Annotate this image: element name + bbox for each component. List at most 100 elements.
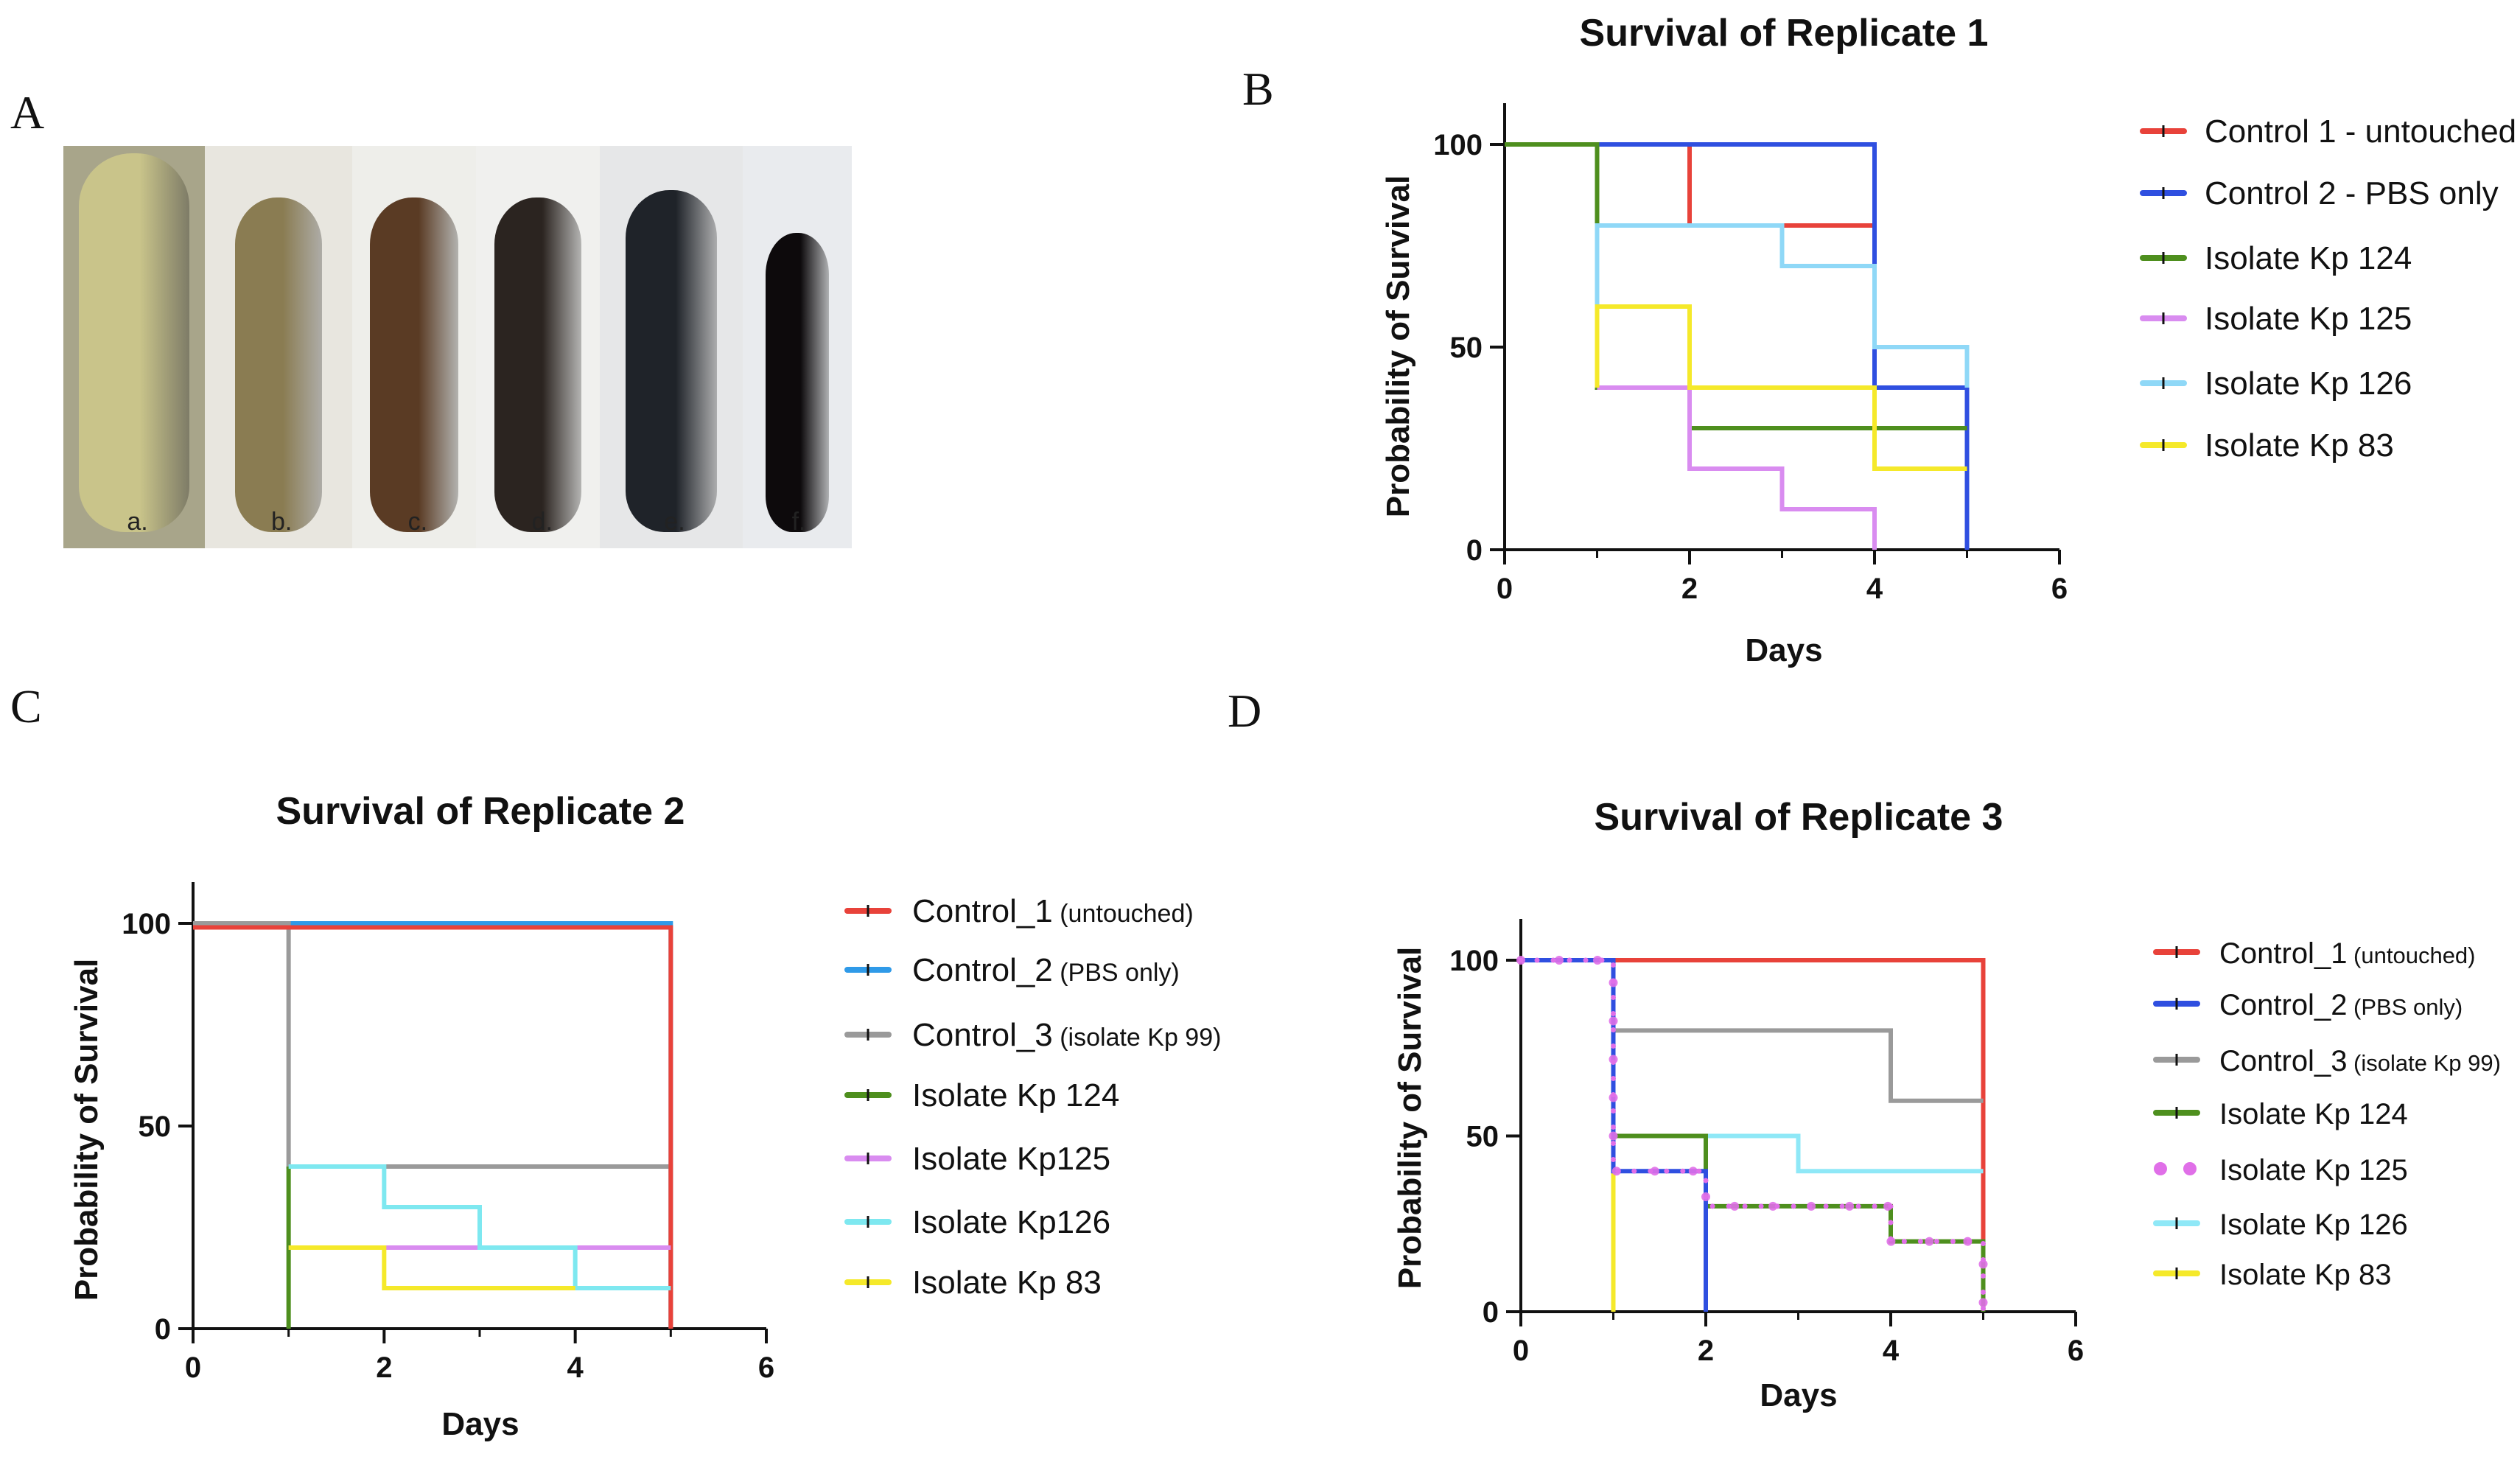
legend-label: Control 2 - PBS only — [2205, 175, 2499, 211]
legend-label: Isolate Kp 124 — [2219, 1098, 2408, 1130]
legend-label-main: Control_1 — [912, 893, 1053, 929]
larva-label: b. — [271, 508, 293, 536]
larva-body — [235, 197, 322, 532]
larva-body — [626, 190, 717, 532]
x-tick-label: 0 — [1497, 573, 1513, 605]
legend-label-main: Control_2 — [2219, 989, 2347, 1021]
series-line-6 — [288, 1164, 671, 1290]
legend-label: Isolate Kp 83 — [2205, 427, 2394, 464]
chart-title: Survival of Replicate 2 — [276, 790, 685, 833]
x-tick-label: 4 — [1866, 573, 1883, 605]
x-axis-label: Days — [1745, 632, 1822, 668]
legend-label-main: Control_3 — [912, 1017, 1053, 1053]
y-tick-label: 50 — [1466, 1121, 1499, 1153]
larva-photo-2: b. — [205, 146, 352, 548]
legend-label: Isolate Kp125 — [912, 1141, 1110, 1177]
legend-swatch-dot — [2183, 1162, 2197, 1175]
y-tick-label: 100 — [122, 908, 171, 940]
x-tick-label: 6 — [2051, 573, 2068, 605]
larva-photo-5: e. — [600, 146, 743, 548]
chart-title: Survival of Replicate 1 — [1580, 12, 1989, 55]
legend-label-main: Isolate Kp 126 — [2205, 366, 2412, 402]
panel-label-d: D — [1228, 685, 1262, 737]
y-axis-label: Probability of Survival — [69, 959, 105, 1301]
larva-label: c. — [407, 508, 428, 536]
legend-label: Isolate Kp126 — [912, 1204, 1110, 1240]
larva-photo-1: a. — [63, 146, 205, 548]
x-tick-label: 4 — [1883, 1335, 1900, 1367]
legend-label-main: Isolate Kp 83 — [2219, 1259, 2392, 1291]
legend-label: Isolate Kp 126 — [2219, 1209, 2408, 1241]
legend-label-main: Isolate Kp 124 — [2205, 240, 2412, 276]
larva-photo-3: c. — [352, 146, 476, 548]
y-tick-label: 0 — [1483, 1296, 1499, 1329]
x-tick-label: 0 — [185, 1352, 201, 1384]
legend-label-note: (isolate Kp 99) — [1053, 1024, 1222, 1052]
legend-label: Control_2 (PBS only) — [2219, 989, 2463, 1021]
series-line-6 — [1595, 304, 1967, 471]
series-line-1 — [1613, 958, 1986, 1312]
legend-label-note: (untouched) — [2347, 943, 2475, 968]
larva-body — [494, 197, 581, 532]
legend-label: Isolate Kp 125 — [2219, 1154, 2408, 1186]
legend-label-main: Control_1 — [2219, 937, 2347, 970]
legend-label: Isolate Kp 83 — [2219, 1259, 2392, 1291]
x-tick-label: 4 — [567, 1352, 584, 1384]
legend-label: Control_2 (PBS only) — [912, 952, 1180, 988]
y-tick-label: 50 — [1450, 332, 1483, 364]
legend-label-main: Isolate Kp 126 — [2219, 1209, 2408, 1241]
x-axis-label: Days — [1760, 1377, 1837, 1413]
x-tick-label: 6 — [758, 1352, 774, 1384]
legend-label-main: Control_3 — [2219, 1045, 2347, 1077]
legend-label: Control_1 (untouched) — [2219, 937, 2476, 970]
larvae-photo-panel: a. b. c. d. e. f. — [63, 146, 852, 548]
x-tick-label: 0 — [1513, 1335, 1529, 1367]
panel-label-b: B — [1242, 63, 1274, 115]
series-line-7 — [1518, 957, 1986, 1315]
panel-label-c: C — [10, 680, 42, 732]
legend-label-main: Isolate Kp 125 — [2219, 1154, 2408, 1186]
larva-photo-6: f. — [743, 146, 852, 548]
legend-label-note: (untouched) — [1053, 900, 1194, 928]
series-line-5 — [1595, 223, 1970, 388]
chart-title: Survival of Replicate 3 — [1595, 796, 2003, 839]
series-line-3 — [193, 925, 673, 1329]
legend-label: Control_3 (isolate Kp 99) — [912, 1017, 1221, 1053]
x-tick-label: 2 — [1681, 573, 1698, 605]
x-tick-label: 2 — [1698, 1335, 1714, 1367]
y-tick-label: 50 — [139, 1111, 172, 1143]
legend-label-main: Control 1 - untouched — [2205, 113, 2516, 150]
legend-label-main: Isolate Kp 83 — [2205, 427, 2394, 464]
larva-body — [766, 233, 829, 532]
legend-label: Control_1 (untouched) — [912, 893, 1194, 929]
y-axis-label: Probability of Survival — [1380, 175, 1416, 518]
legend-label: Control_3 (isolate Kp 99) — [2219, 1045, 2501, 1077]
larva-photo-4: d. — [476, 146, 600, 548]
legend-label-main: Isolate Kp 124 — [912, 1077, 1119, 1113]
legend-label-main: Control 2 - PBS only — [2205, 175, 2499, 211]
legend-label: Isolate Kp 125 — [2205, 301, 2412, 337]
legend-label: Control 1 - untouched — [2205, 113, 2516, 150]
legend-label-main: Isolate Kp 83 — [912, 1265, 1102, 1301]
y-axis-label: Probability of Survival — [1392, 947, 1428, 1290]
panel-label-a: A — [10, 86, 45, 139]
y-tick-label: 0 — [1466, 534, 1483, 567]
larva-body — [370, 197, 458, 532]
legend-label-note: (PBS only) — [1053, 959, 1180, 987]
x-tick-label: 6 — [2068, 1335, 2084, 1367]
y-tick-label: 100 — [1449, 945, 1499, 977]
legend-label-main: Isolate Kp 125 — [2205, 301, 2412, 337]
x-tick-label: 2 — [376, 1352, 392, 1384]
legend-label: Isolate Kp 124 — [2205, 240, 2412, 276]
legend-label: Isolate Kp 124 — [912, 1077, 1119, 1113]
series-line-2 — [1613, 1028, 1984, 1103]
y-tick-label: 100 — [1433, 129, 1483, 161]
legend-label-main: Isolate Kp126 — [912, 1204, 1110, 1240]
legend-label-note: (PBS only) — [2347, 994, 2463, 1020]
larva-label: f. — [791, 508, 806, 536]
legend-label-note: (isolate Kp 99) — [2347, 1050, 2501, 1076]
legend-swatch — [2154, 1162, 2167, 1175]
